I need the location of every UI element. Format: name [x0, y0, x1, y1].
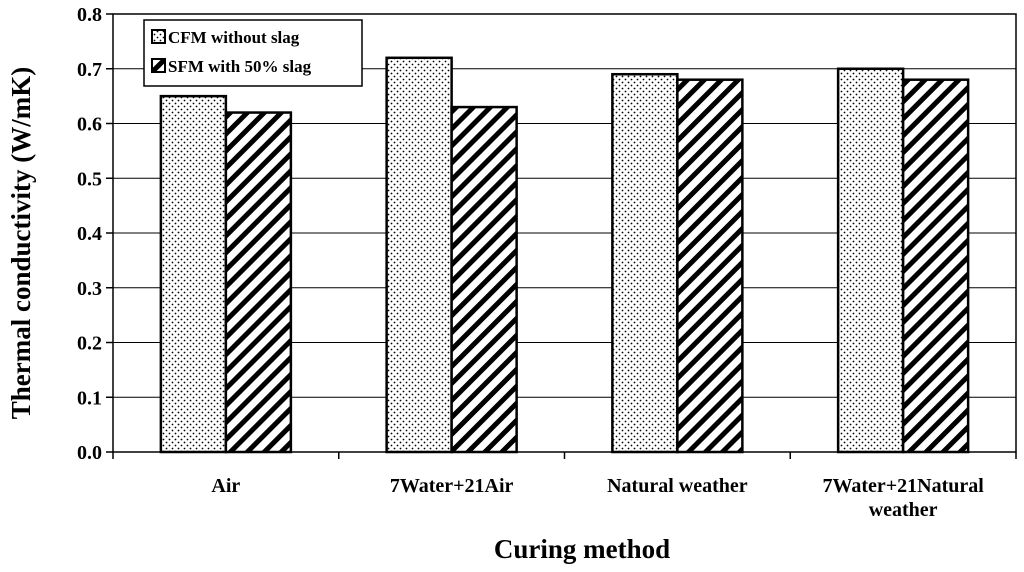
- labels: 0.0 0.1 0.2 0.3 0.4 0.5 0.6 0.7 0.8 Air 7Water+21A…: [77, 4, 984, 521]
- x-axis-title: Curing method: [494, 534, 670, 564]
- y-tick-label: 0.7: [77, 59, 102, 81]
- bar: [385, 56, 453, 454]
- legend-swatch: [151, 29, 166, 44]
- y-tick-label: 0.5: [77, 168, 102, 190]
- axes: [106, 13, 1017, 459]
- legend-box: [143, 19, 363, 87]
- bar: [611, 72, 679, 454]
- y-tick-label: 0.6: [77, 114, 102, 136]
- x-category-label: weather: [869, 499, 938, 521]
- y-tick-label: 0.8: [77, 4, 102, 26]
- bar: [450, 105, 518, 454]
- legend-label: SFM with 50% slag: [168, 57, 312, 76]
- x-category-label: Natural weather: [607, 475, 748, 497]
- y-tick-label: 0.0: [77, 442, 102, 464]
- y-axis-title: Thermal conductivity (W/mK): [6, 67, 36, 419]
- bar: [836, 67, 905, 454]
- legend-swatch: [151, 58, 166, 73]
- y-tick-label: 0.2: [77, 333, 102, 355]
- bar: [901, 78, 970, 454]
- y-tick-label: 0.1: [77, 387, 102, 409]
- legend-label: CFM without slag: [168, 28, 300, 47]
- legend: CFM without slag SFM with 50% slag: [143, 19, 363, 87]
- x-category-label: 7Water+21Air: [390, 475, 514, 497]
- x-category-label: 7Water+21Natural: [822, 475, 984, 497]
- bar: [159, 94, 228, 454]
- x-category-label: Air: [211, 475, 240, 497]
- bar: [224, 111, 293, 454]
- y-tick-label: 0.4: [77, 223, 102, 245]
- bars: [159, 56, 970, 454]
- bar: [676, 78, 744, 454]
- y-tick-label: 0.3: [77, 278, 102, 300]
